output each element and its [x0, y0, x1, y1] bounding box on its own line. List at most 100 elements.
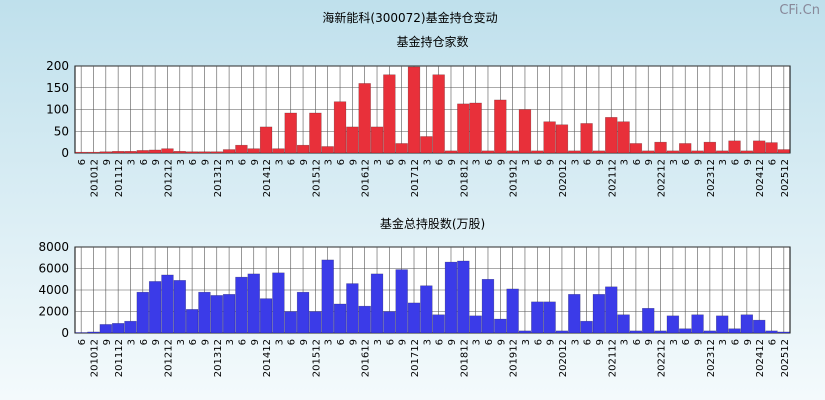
x-tick-label: 9	[250, 339, 261, 345]
bar	[777, 149, 791, 154]
bar	[740, 150, 754, 154]
bar	[555, 124, 569, 154]
x-tick-label: 6	[77, 339, 88, 345]
bar	[531, 150, 544, 154]
bar	[703, 141, 717, 154]
bar	[148, 281, 162, 334]
bar	[605, 117, 618, 154]
bar	[740, 314, 754, 334]
x-tick-label: 6	[768, 159, 779, 165]
x-tick-label: 9	[102, 159, 113, 165]
x-tick-label: 6	[768, 339, 779, 345]
x-tick-label: 201212	[163, 339, 174, 377]
bar	[346, 283, 359, 334]
bar	[198, 151, 211, 154]
bar	[444, 150, 458, 154]
bar	[235, 276, 248, 334]
bar	[605, 286, 618, 334]
bar	[74, 332, 88, 334]
bar	[173, 280, 186, 334]
x-tick-label: 201612	[361, 339, 372, 377]
x-tick-label: 3	[669, 339, 680, 345]
bar	[296, 144, 310, 154]
y-tick-label: 4000	[38, 283, 69, 297]
x-tick-label: 201812	[459, 339, 470, 377]
bar	[222, 294, 236, 334]
x-tick-label: 202112	[607, 339, 618, 377]
bar	[358, 305, 371, 334]
x-tick-label: 202212	[657, 339, 668, 377]
bar	[210, 151, 223, 154]
bar	[679, 143, 692, 154]
bar	[703, 330, 717, 334]
x-tick-label: 9	[743, 159, 754, 165]
bar	[444, 261, 458, 334]
bar	[247, 273, 260, 334]
bar	[210, 295, 223, 334]
y-tick-label: 100	[46, 103, 69, 117]
bar	[629, 143, 643, 154]
x-tick-label: 3	[422, 159, 433, 165]
bar	[148, 149, 162, 154]
bar	[432, 314, 445, 334]
y-tick-label: 0	[61, 146, 69, 160]
x-tick-label: 3	[472, 339, 483, 345]
bar	[87, 331, 100, 334]
x-tick-label: 3	[324, 159, 335, 165]
x-tick-label: 9	[694, 339, 705, 345]
bar	[543, 121, 556, 154]
x-tick-label: 6	[385, 339, 396, 345]
watermark: CFi.Cn	[779, 3, 820, 18]
x-tick-label: 6	[188, 159, 199, 165]
bar	[716, 150, 729, 154]
y-tick-label: 8000	[38, 240, 69, 254]
bar	[383, 311, 396, 334]
x-tick-label: 6	[336, 339, 347, 345]
x-tick-label: 9	[398, 159, 409, 165]
bar	[679, 328, 692, 334]
page-title: 海新能科(300072)基金持仓变动	[322, 10, 497, 25]
x-tick-label: 201412	[262, 339, 273, 377]
y-tick-label: 150	[46, 81, 69, 95]
x-tick-label: 9	[546, 159, 557, 165]
x-tick-label: 201412	[262, 159, 273, 197]
x-tick-label: 3	[274, 159, 285, 165]
bar	[666, 315, 680, 334]
x-tick-label: 6	[188, 339, 199, 345]
bar	[284, 311, 297, 334]
bar	[580, 123, 593, 154]
x-tick-label: 3	[521, 339, 532, 345]
x-tick-label: 9	[200, 339, 211, 345]
x-tick-label: 3	[669, 159, 680, 165]
x-tick-label: 9	[644, 159, 655, 165]
x-tick-label: 6	[681, 339, 692, 345]
x-tick-label: 9	[743, 339, 754, 345]
x-tick-label: 9	[151, 339, 162, 345]
x-tick-label: 9	[447, 159, 458, 165]
bar	[629, 330, 643, 334]
bar	[568, 294, 581, 334]
x-tick-label: 6	[139, 339, 150, 345]
bar	[457, 103, 470, 154]
x-tick-label: 202112	[607, 159, 618, 197]
x-tick-label: 3	[126, 159, 137, 165]
y-tick-label: 0	[61, 326, 69, 340]
bar	[555, 330, 569, 334]
bar	[506, 150, 519, 154]
x-tick-label: 3	[718, 159, 729, 165]
bar	[432, 74, 445, 154]
x-tick-label: 6	[731, 339, 742, 345]
x-tick-label: 201112	[114, 159, 125, 197]
bar	[272, 272, 285, 334]
x-tick-label: 6	[632, 339, 643, 345]
x-tick-label: 201712	[410, 159, 421, 197]
x-tick-label: 9	[644, 339, 655, 345]
x-tick-label: 3	[521, 159, 532, 165]
bar	[272, 148, 285, 154]
bar	[617, 314, 630, 334]
bar	[592, 294, 606, 334]
bar	[654, 330, 667, 334]
bar	[469, 102, 482, 154]
bar	[346, 126, 359, 154]
